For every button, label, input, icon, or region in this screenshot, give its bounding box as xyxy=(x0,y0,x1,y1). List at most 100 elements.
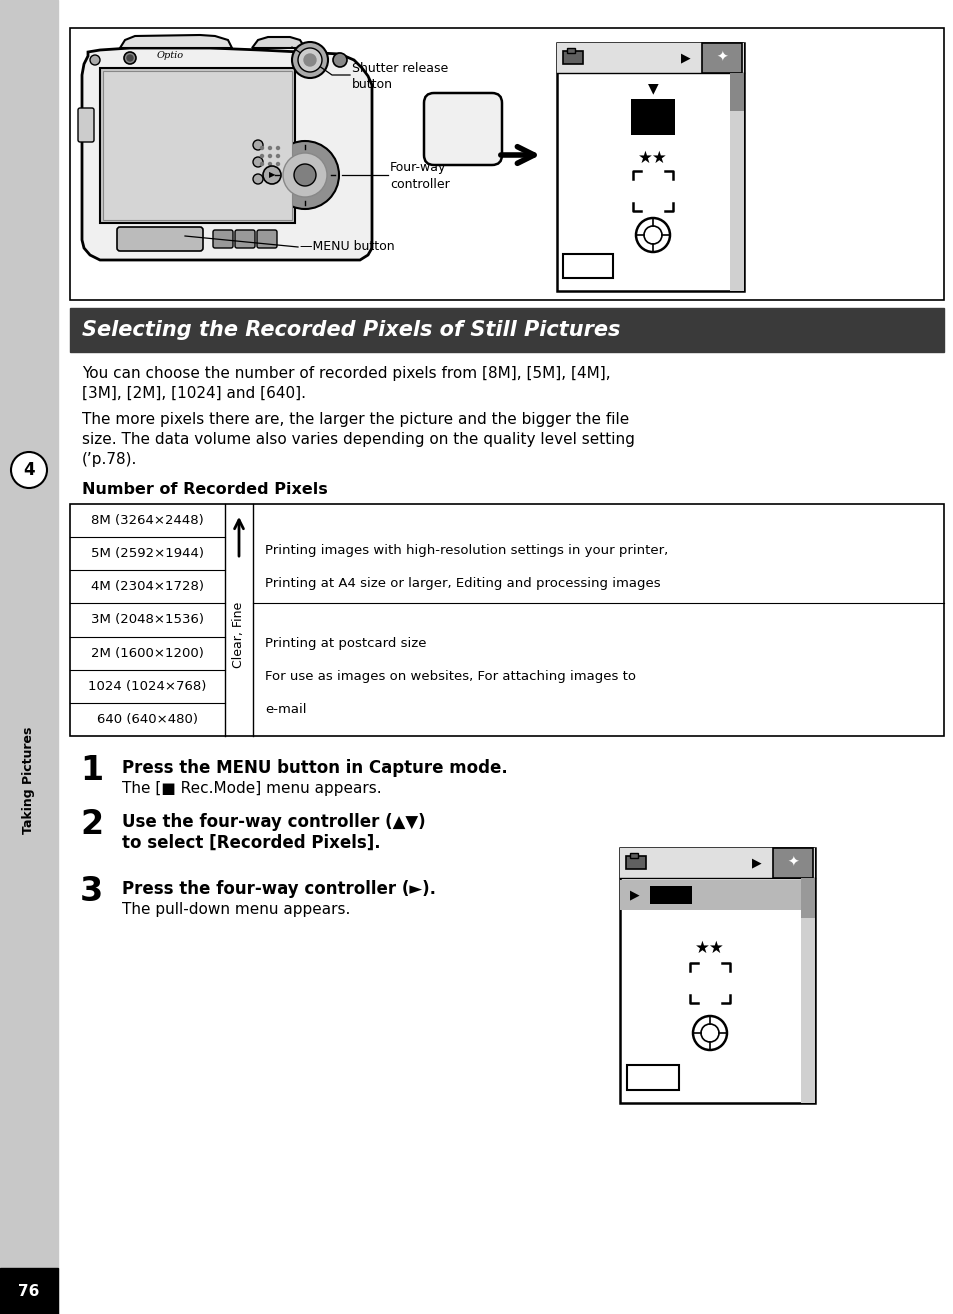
Text: You can choose the number of recorded pixels from [8M], [5M], [4M],: You can choose the number of recorded pi… xyxy=(82,367,610,381)
Text: Press the four-way controller (►).: Press the four-way controller (►). xyxy=(122,880,436,897)
FancyBboxPatch shape xyxy=(256,230,276,248)
FancyBboxPatch shape xyxy=(117,227,203,251)
Circle shape xyxy=(124,53,136,64)
Bar xyxy=(801,878,814,1102)
Text: Printing at A4 size or larger, Editing and processing images: Printing at A4 size or larger, Editing a… xyxy=(265,577,659,590)
Bar xyxy=(103,71,292,219)
Text: For use as images on websites, For attaching images to: For use as images on websites, For attac… xyxy=(265,670,636,683)
Circle shape xyxy=(127,55,132,60)
Text: controller: controller xyxy=(390,177,449,191)
FancyBboxPatch shape xyxy=(423,93,501,166)
Text: Selecting the Recorded Pixels of Still Pictures: Selecting the Recorded Pixels of Still P… xyxy=(82,321,619,340)
Bar xyxy=(70,307,943,352)
Bar xyxy=(619,848,814,1102)
Text: 1: 1 xyxy=(80,754,103,787)
Text: 5M (2592×1944): 5M (2592×1944) xyxy=(91,547,204,560)
Bar xyxy=(729,74,743,290)
Text: 2M (1600×1200): 2M (1600×1200) xyxy=(91,646,204,660)
Circle shape xyxy=(253,156,263,167)
Bar xyxy=(557,43,743,290)
Text: ★★: ★★ xyxy=(695,940,724,957)
Text: The more pixels there are, the larger the picture and the bigger the file: The more pixels there are, the larger th… xyxy=(82,413,629,427)
Text: button: button xyxy=(352,78,393,91)
Circle shape xyxy=(276,163,279,166)
Circle shape xyxy=(11,452,47,487)
Text: 3: 3 xyxy=(80,875,103,908)
Text: ▶: ▶ xyxy=(751,857,761,870)
Circle shape xyxy=(292,42,328,78)
Text: ▶: ▶ xyxy=(680,51,690,64)
Text: ▼: ▼ xyxy=(647,81,658,95)
Circle shape xyxy=(283,152,327,197)
Circle shape xyxy=(276,155,279,158)
Bar xyxy=(649,886,691,904)
Text: 640 (640×480): 640 (640×480) xyxy=(97,714,198,725)
Bar xyxy=(562,51,582,64)
Bar xyxy=(557,43,743,74)
Text: 4: 4 xyxy=(23,461,34,480)
Bar xyxy=(629,853,638,858)
Text: [3M], [2M], [1024] and [640].: [3M], [2M], [1024] and [640]. xyxy=(82,386,306,401)
Circle shape xyxy=(304,54,315,66)
FancyBboxPatch shape xyxy=(213,230,233,248)
Text: 2: 2 xyxy=(80,808,103,841)
Bar xyxy=(626,1066,679,1091)
Circle shape xyxy=(263,166,281,184)
Text: e-mail: e-mail xyxy=(265,703,306,716)
Bar xyxy=(801,878,814,918)
Bar xyxy=(625,855,645,869)
Text: 8M (3264×2448): 8M (3264×2448) xyxy=(91,514,204,527)
Bar xyxy=(0,0,58,1314)
Bar xyxy=(0,1268,58,1314)
Text: ▶: ▶ xyxy=(269,171,275,180)
Text: The pull-down menu appears.: The pull-down menu appears. xyxy=(122,901,350,917)
Text: size. The data volume also varies depending on the quality level setting: size. The data volume also varies depend… xyxy=(82,432,634,447)
Circle shape xyxy=(260,163,263,166)
Text: 1024 (1024×768): 1024 (1024×768) xyxy=(89,679,207,692)
Circle shape xyxy=(260,155,263,158)
Bar xyxy=(70,28,943,300)
Text: Four-way: Four-way xyxy=(390,162,446,175)
Bar xyxy=(619,848,814,878)
Bar xyxy=(100,68,294,223)
Text: —MENU button: —MENU button xyxy=(299,240,395,254)
Bar xyxy=(562,254,613,279)
Circle shape xyxy=(90,55,100,64)
Polygon shape xyxy=(82,49,372,260)
Text: Taking Pictures: Taking Pictures xyxy=(23,727,35,833)
Circle shape xyxy=(268,163,272,166)
Text: Printing at postcard size: Printing at postcard size xyxy=(265,637,426,649)
Polygon shape xyxy=(252,37,305,49)
Text: Clear, Fine: Clear, Fine xyxy=(233,602,245,668)
Circle shape xyxy=(294,164,315,187)
Text: ▶: ▶ xyxy=(629,888,639,901)
Text: Printing images with high-resolution settings in your printer,: Printing images with high-resolution set… xyxy=(265,544,667,557)
FancyBboxPatch shape xyxy=(234,230,254,248)
Text: 3M (2048×1536): 3M (2048×1536) xyxy=(91,614,204,627)
Circle shape xyxy=(297,49,322,72)
Text: ✦: ✦ xyxy=(786,855,798,870)
Circle shape xyxy=(276,146,279,150)
Text: Number of Recorded Pixels: Number of Recorded Pixels xyxy=(82,482,328,497)
Text: Shutter release: Shutter release xyxy=(352,62,448,75)
Circle shape xyxy=(260,146,263,150)
FancyBboxPatch shape xyxy=(78,108,94,142)
Circle shape xyxy=(333,53,347,67)
Circle shape xyxy=(253,173,263,184)
Bar xyxy=(619,880,801,911)
Circle shape xyxy=(268,155,272,158)
Bar xyxy=(729,74,743,110)
Text: Press the MENU button in Capture mode.: Press the MENU button in Capture mode. xyxy=(122,759,507,777)
Text: The [■ Rec.Mode] menu appears.: The [■ Rec.Mode] menu appears. xyxy=(122,781,381,796)
Text: Optio: Optio xyxy=(156,50,183,59)
Text: (’p.78).: (’p.78). xyxy=(82,452,137,466)
Bar xyxy=(70,505,943,736)
Bar xyxy=(630,99,675,135)
Text: ✦: ✦ xyxy=(716,51,727,64)
Text: 4M (2304×1728): 4M (2304×1728) xyxy=(91,581,204,594)
Bar xyxy=(566,49,575,53)
Text: ★★: ★★ xyxy=(638,148,667,167)
FancyBboxPatch shape xyxy=(701,43,741,74)
Text: 76: 76 xyxy=(18,1284,40,1298)
Circle shape xyxy=(271,141,338,209)
